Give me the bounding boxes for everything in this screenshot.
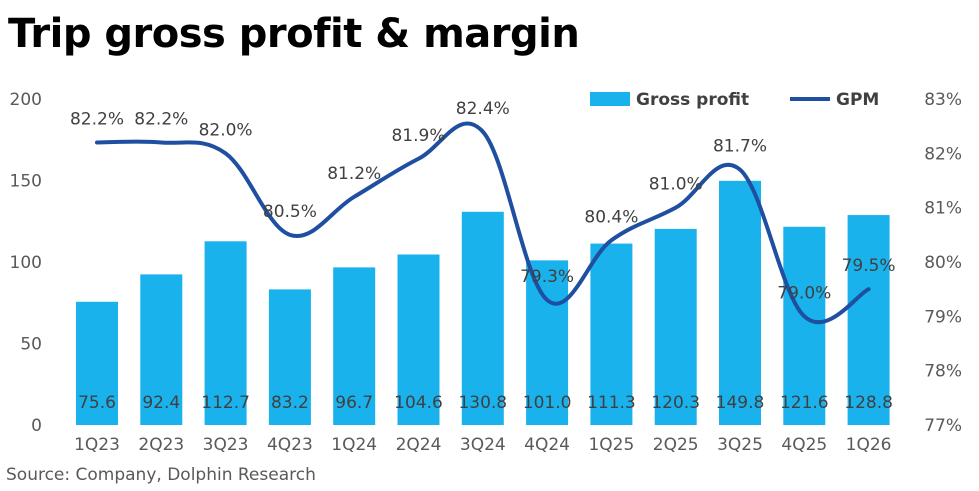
bar-data-label: 130.8 (458, 393, 507, 413)
line-data-label: 79.3% (520, 267, 574, 287)
bar (76, 301, 118, 425)
x-tick-label: 2Q24 (396, 435, 442, 455)
left-tick-label: 0 (31, 416, 42, 436)
bar (461, 211, 504, 425)
x-tick-label: 3Q25 (717, 435, 763, 455)
right-tick-label: 79% (924, 307, 962, 327)
bar (268, 289, 311, 425)
left-tick-label: 100 (10, 253, 42, 273)
line-data-label: 82.4% (456, 99, 510, 119)
left-tick-label: 200 (10, 90, 42, 110)
x-tick-label: 2Q25 (653, 435, 699, 455)
line-data-label: 82.2% (70, 109, 124, 129)
chart-title: Trip gross profit & margin (8, 11, 580, 57)
left-axis: 0 50 100 150 200 (10, 90, 42, 436)
bar-data-label: 83.2 (271, 393, 309, 413)
line-data-labels: 82.2% 82.2% 82.0% 80.5% 81.2% 81.9% 82.4% 79.3%… (70, 99, 896, 303)
bar-data-label: 111.3 (587, 393, 636, 413)
x-tick-label: 4Q25 (781, 435, 827, 455)
bar (397, 254, 440, 425)
bar-data-label: 112.7 (201, 393, 250, 413)
x-tick-label: 3Q24 (460, 435, 506, 455)
bar-data-label: 104.6 (394, 393, 443, 413)
bar-data-label: 120.3 (651, 393, 700, 413)
line-data-label: 82.0% (199, 120, 253, 140)
source-note: Source: Company, Dolphin Research (6, 465, 316, 485)
line-data-label: 81.0% (649, 175, 703, 195)
bar (204, 241, 247, 425)
bar-data-labels: 75.6 92.4 112.7 83.2 96.7 104.6 130.8 101.0 111.… (78, 393, 893, 413)
bar (654, 228, 697, 425)
bar-data-label: 149.8 (716, 393, 765, 413)
legend-label-bar: Gross profit (636, 90, 749, 110)
right-axis: 77% 78% 79% 80% 81% 82% 83% (924, 90, 962, 436)
bar (847, 215, 890, 425)
x-tick-label: 1Q24 (331, 435, 377, 455)
line-series (95, 121, 871, 325)
bar-data-label: 96.7 (335, 393, 373, 413)
x-axis: 1Q23 2Q23 3Q23 4Q23 1Q24 2Q24 3Q24 4Q24 1Q25 2Q25… (74, 435, 891, 455)
line-data-label: 81.9% (391, 126, 445, 146)
bar (783, 226, 826, 425)
bar-data-label: 128.8 (844, 393, 893, 413)
bar (719, 180, 761, 425)
line-data-label: 81.7% (713, 137, 767, 157)
bar (333, 267, 376, 425)
line-data-label: 82.2% (134, 109, 188, 129)
x-tick-label: 3Q23 (203, 435, 249, 455)
x-tick-label: 1Q26 (846, 435, 892, 455)
bar-data-label: 75.6 (78, 393, 116, 413)
right-tick-label: 83% (924, 90, 962, 110)
legend-label-line: GPM (836, 90, 879, 110)
line-data-label: 80.5% (263, 202, 317, 222)
bar (590, 243, 633, 425)
x-tick-label: 4Q24 (524, 435, 570, 455)
line-data-label: 80.4% (584, 207, 638, 227)
legend: Gross profit GPM (590, 90, 879, 110)
bar-data-label: 121.6 (780, 393, 829, 413)
right-tick-label: 77% (924, 416, 962, 436)
x-tick-label: 4Q23 (267, 435, 313, 455)
x-tick-label: 2Q23 (138, 435, 184, 455)
right-tick-label: 78% (924, 362, 962, 382)
bar-data-label: 92.4 (142, 393, 180, 413)
bar-series (76, 180, 890, 425)
line-data-label: 79.0% (777, 283, 831, 303)
line-data-label: 81.2% (327, 164, 381, 184)
legend-swatch-bar (590, 92, 630, 106)
right-tick-label: 80% (924, 253, 962, 273)
gpm-line (95, 121, 871, 325)
line-data-label: 79.5% (842, 256, 896, 276)
bar (140, 274, 183, 425)
right-tick-label: 82% (924, 144, 962, 164)
x-tick-label: 1Q23 (74, 435, 120, 455)
x-tick-label: 1Q25 (588, 435, 634, 455)
bar (526, 260, 569, 425)
right-tick-label: 81% (924, 199, 962, 219)
bar-data-label: 101.0 (523, 393, 572, 413)
left-tick-label: 50 (20, 335, 42, 355)
left-tick-label: 150 (10, 172, 42, 192)
